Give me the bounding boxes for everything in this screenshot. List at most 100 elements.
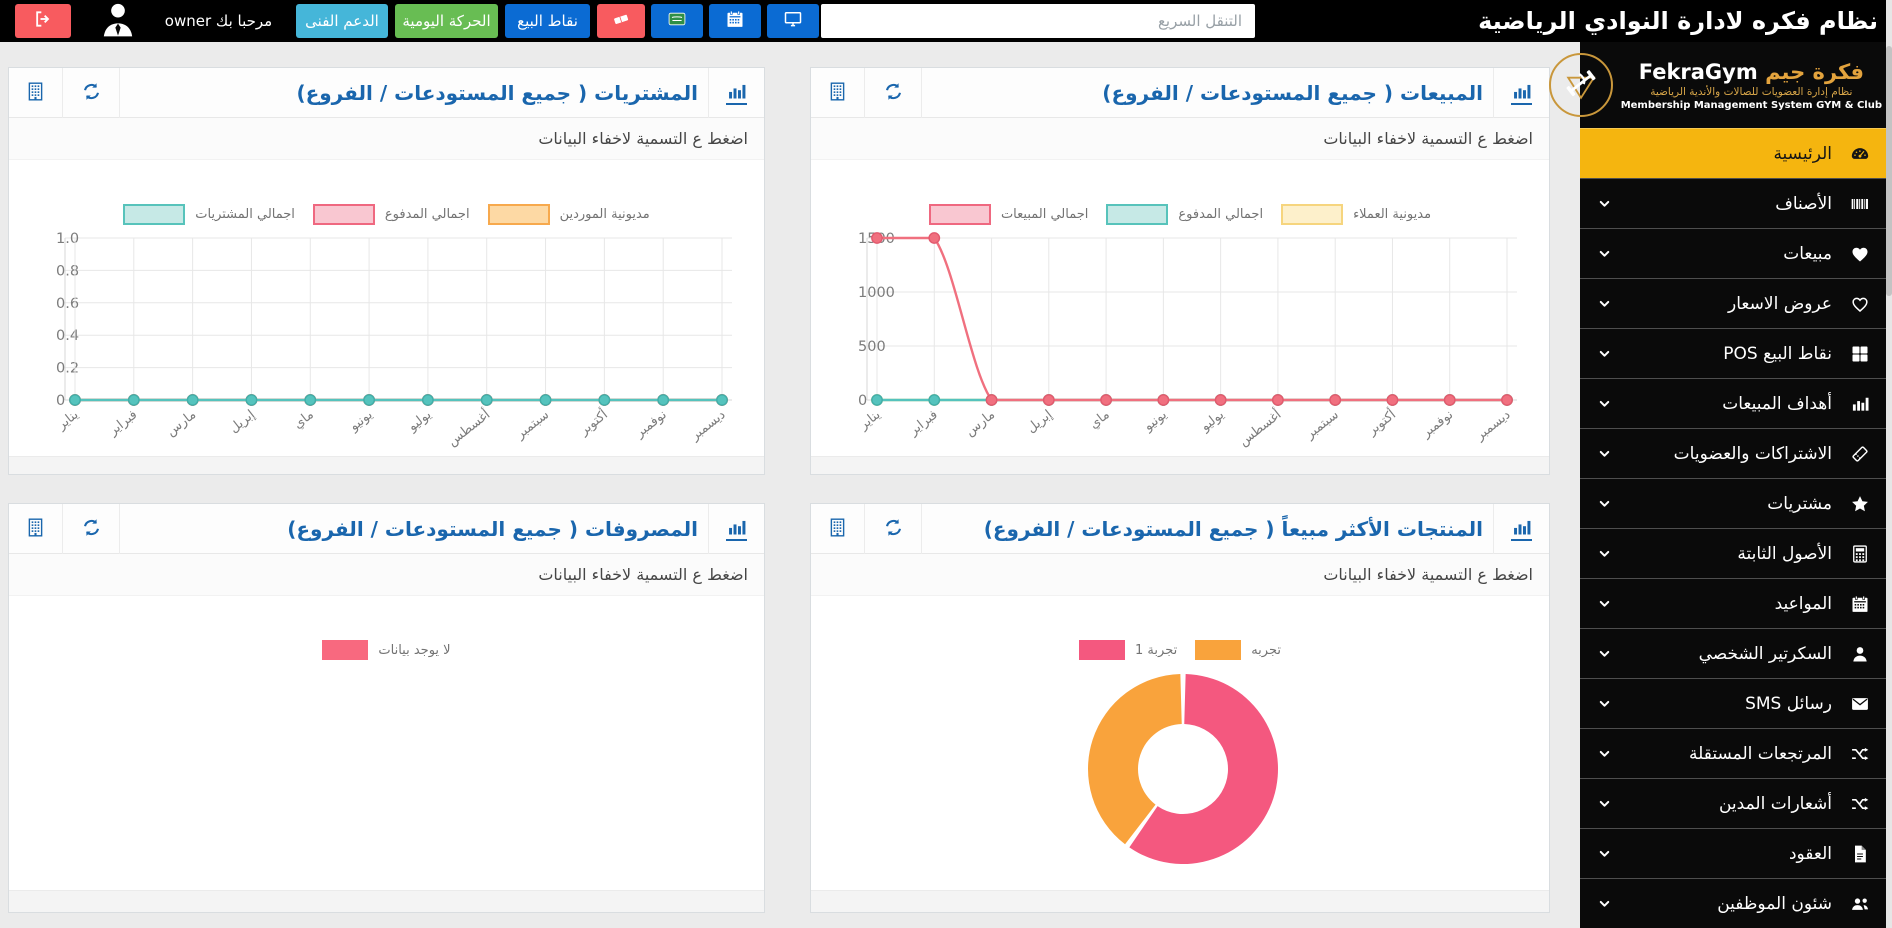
chart-area: 0 0.2 0.4 0.6 0.8 1.0 يناير فبراير مارس إبريل ماي ي… <box>9 160 764 456</box>
ticket-icon <box>1848 442 1872 466</box>
chevron-down-icon <box>1596 846 1612 862</box>
brand-subtitle-en: Membership Management System GYM & Club <box>1620 99 1882 111</box>
monitor-button[interactable] <box>767 4 819 38</box>
sidebar-item-11[interactable]: رسائل SMS <box>1580 678 1892 728</box>
daily-movement-button[interactable]: الحركة اليومية <box>395 4 498 38</box>
branch-filter-button[interactable] <box>811 504 865 554</box>
chevron-down-icon <box>1596 296 1612 312</box>
stats-link-button[interactable] <box>1493 504 1549 554</box>
vertical-scrollbar[interactable] <box>1886 0 1892 928</box>
logout-button[interactable] <box>15 4 71 38</box>
svg-text:0: 0 <box>858 393 867 409</box>
x-axis-label: ديسمبر <box>687 407 728 444</box>
panel-0: المشتريات ( جميع المستودعات / الفروع) اضغ… <box>8 67 765 475</box>
svg-text:1.0: 1.0 <box>56 231 79 247</box>
legend-label: لا يوجد بيانات <box>378 642 451 658</box>
branch-filter-button[interactable] <box>811 68 865 118</box>
legend-item[interactable]: اجمالي المدفوع <box>1106 204 1263 225</box>
dashboard-icon <box>1848 142 1872 166</box>
x-axis-label: يونيو <box>1140 407 1170 435</box>
legend-label: اجمالي المدفوع <box>384 207 470 222</box>
envelope-icon <box>1848 692 1872 716</box>
refresh-button[interactable] <box>63 504 120 554</box>
logout-icon <box>33 9 53 33</box>
sidebar-item-label: المواعيد <box>1774 593 1832 614</box>
building-icon <box>827 81 848 106</box>
sidebar: فكرة جيم FekraGym نظام إدارة العضويات لل… <box>1548 0 1892 928</box>
refresh-button[interactable] <box>865 504 922 554</box>
sidebar-item-12[interactable]: المرتجعات المستقلة <box>1580 728 1892 778</box>
heart-icon <box>1848 242 1872 266</box>
calendar-icon <box>725 9 745 33</box>
sidebar-item-label: العقود <box>1788 843 1832 864</box>
shuffle-icon <box>1848 742 1872 766</box>
sidebar-item-0[interactable]: الرئيسية <box>1580 128 1892 178</box>
avatar[interactable] <box>92 0 144 42</box>
legend-item[interactable]: مديونية الموردين <box>487 204 650 225</box>
heart-o-icon <box>1848 292 1872 316</box>
language-flag-button[interactable] <box>651 4 703 38</box>
vertical-scrollbar-thumb[interactable] <box>1886 46 1892 296</box>
sidebar-item-15[interactable]: شئون الموظفين <box>1580 878 1892 928</box>
legend-item[interactable]: لا يوجد بيانات <box>322 640 451 660</box>
calendar-button[interactable] <box>709 4 761 38</box>
grid-icon <box>1848 342 1872 366</box>
branch-filter-button[interactable] <box>9 68 63 118</box>
chart-legend: اجمالي المشتريات اجمالي المدفوع مديونية ال… <box>9 204 764 225</box>
chevron-down-icon <box>1596 396 1612 412</box>
clear-button[interactable] <box>597 4 645 38</box>
x-axis-label: فبراير <box>906 407 941 439</box>
x-axis-label: مارس <box>164 407 199 439</box>
pos-button[interactable]: نقاط البيع <box>505 4 590 38</box>
x-axis-label: فبراير <box>105 407 140 439</box>
sidebar-item-5[interactable]: أهداف المبيعات <box>1580 378 1892 428</box>
stats-link-button[interactable] <box>708 68 764 118</box>
sidebar-item-9[interactable]: المواعيد <box>1580 578 1892 628</box>
donut-slice[interactable] <box>1129 674 1278 865</box>
legend-item[interactable]: مديونية العملاء <box>1281 204 1431 225</box>
refresh-button[interactable] <box>63 68 120 118</box>
bar-chart-icon <box>726 81 747 105</box>
panel-3: المنتجات الأكثر مبيعاً ( جميع المستودعات… <box>810 503 1550 913</box>
sidebar-item-1[interactable]: الأصناف <box>1580 178 1892 228</box>
panel-title: المبيعات ( جميع المستودعات / الفروع) <box>1102 81 1483 105</box>
branch-filter-button[interactable] <box>9 504 63 554</box>
sidebar-item-label: عروض الاسعار <box>1728 293 1832 314</box>
refresh-icon <box>883 517 904 542</box>
sidebar-item-7[interactable]: مشتريات <box>1580 478 1892 528</box>
tech-support-button[interactable]: الدعم الفنى <box>296 4 388 38</box>
panel-header: المشتريات ( جميع المستودعات / الفروع) <box>9 68 764 118</box>
line-chart: 050010001500ينايرفبرايرمارسإبريلماييونيو… <box>856 231 1517 449</box>
refresh-button[interactable] <box>865 68 922 118</box>
doughnut-chart <box>1088 674 1278 865</box>
search-input[interactable] <box>821 4 1255 38</box>
legend-swatch <box>322 640 369 660</box>
chart-legend: اجمالي المبيعات اجمالي المدفوع مديونية الع… <box>811 204 1549 225</box>
x-axis-label: يناير <box>54 407 82 433</box>
stats-link-button[interactable] <box>708 504 764 554</box>
chevron-down-icon <box>1596 696 1612 712</box>
chevron-down-icon <box>1596 796 1612 812</box>
legend-item[interactable]: تجربه <box>1195 640 1281 660</box>
sidebar-item-2[interactable]: مبيعات <box>1580 228 1892 278</box>
sidebar-item-4[interactable]: نقاط البيع POS <box>1580 328 1892 378</box>
sidebar-item-14[interactable]: العقود <box>1580 828 1892 878</box>
saudi-flag-icon <box>667 9 687 33</box>
sidebar-item-10[interactable]: السكرتير الشخصي <box>1580 628 1892 678</box>
legend-swatch <box>312 204 375 225</box>
legend-item[interactable]: اجمالي المبيعات <box>928 204 1088 225</box>
donut-slice[interactable] <box>1088 674 1182 845</box>
sidebar-item-3[interactable]: عروض الاسعار <box>1580 278 1892 328</box>
legend-item[interactable]: اجمالي المدفوع <box>312 204 470 225</box>
legend-item[interactable]: تجربة 1 <box>1079 640 1177 660</box>
legend-item[interactable]: اجمالي المشتريات <box>123 204 295 225</box>
x-axis-label: سبتمبر <box>513 407 552 442</box>
sidebar-item-8[interactable]: الأصول الثابتة <box>1580 528 1892 578</box>
legend-swatch <box>928 204 991 225</box>
sidebar-item-13[interactable]: أشعارات المدين <box>1580 778 1892 828</box>
building-icon <box>25 81 46 106</box>
x-axis-label: يناير <box>856 407 884 433</box>
sidebar-item-6[interactable]: الاشتراكات والعضويات <box>1580 428 1892 478</box>
stats-link-button[interactable] <box>1493 68 1549 118</box>
svg-text:0: 0 <box>56 393 65 409</box>
